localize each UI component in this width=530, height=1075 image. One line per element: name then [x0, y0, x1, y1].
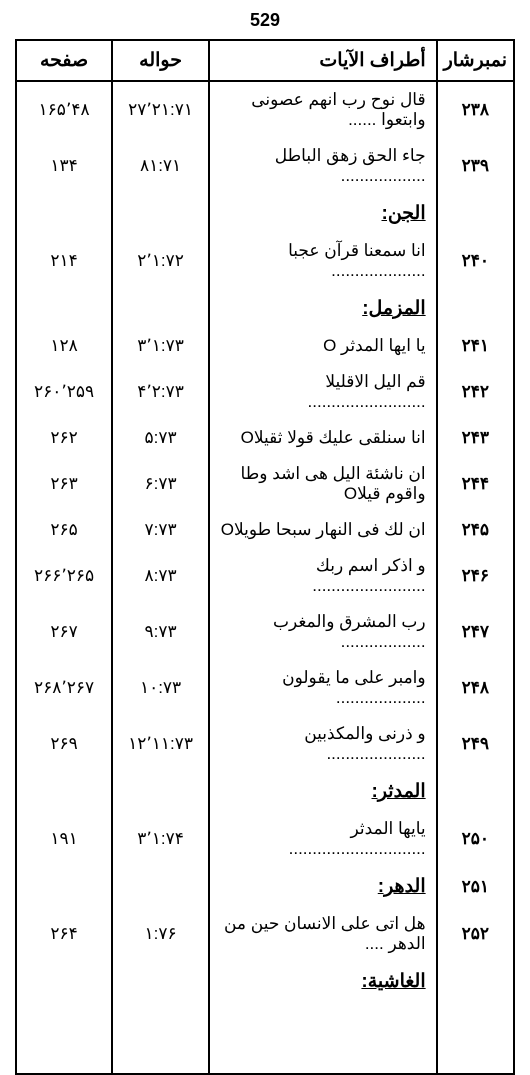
row-number: ۲۴۷ [437, 604, 514, 660]
row-number: ۲۴۰ [437, 233, 514, 289]
table-header-row: نمبرشار أطراف الآيات حواله صفحه [16, 40, 514, 81]
row-number: ۲۵۲ [437, 906, 514, 962]
verse-text: وامبر على ما يقولون ................... [209, 660, 437, 716]
page-number: 529 [15, 10, 515, 31]
table-row: ۲۴۰انا سمعنا قرآن عجبا .................… [16, 233, 514, 289]
verse-text: يايها المدثر ...........................… [209, 811, 437, 867]
page-ref: ۲۶۸٬۲۶۷ [16, 660, 112, 716]
row-number: ۲۴۵ [437, 512, 514, 548]
table-row: ۲۳۹جاء الحق زهق الباطل .................… [16, 138, 514, 194]
verse-text: و ذرنى والمكذبين ..................... [209, 716, 437, 772]
verse-text: قم اليل الاقليلا .......................… [209, 364, 437, 420]
section-heading: الدهر: [209, 867, 437, 906]
reference: ۲۷٬۲۱:۷۱ [112, 81, 209, 138]
reference: ۷:۷۳ [112, 512, 209, 548]
table-row: ۲۴۲قم اليل الاقليلا ....................… [16, 364, 514, 420]
section-heading: المدثر: [209, 772, 437, 811]
page-ref: ۱۳۴ [16, 138, 112, 194]
reference: ۳٬۱:۷۳ [112, 328, 209, 364]
table-row: ۲۴۵ان لك فى النهار سبحا طويلاO۷:۷۳۲۶۵ [16, 512, 514, 548]
row-number: ۲۴۴ [437, 456, 514, 512]
page-ref: ۲۶۴ [16, 906, 112, 962]
header-page: صفحه [16, 40, 112, 81]
verse-text: ان ناشئة اليل هى اشد وطا واقوم قيلاO [209, 456, 437, 512]
table-row: ۲۴۳انا سنلقى عليك قولا ثقيلاO۵:۷۳۲۶۲ [16, 420, 514, 456]
table-row: ۲۴۶و اذكر اسم ربك ......................… [16, 548, 514, 604]
verse-text: ان لك فى النهار سبحا طويلاO [209, 512, 437, 548]
page-ref: ۲۶۵ [16, 512, 112, 548]
reference: ۱:۷۶ [112, 906, 209, 962]
reference: ۸۱:۷۱ [112, 138, 209, 194]
verse-text: يا ايها المدثر O [209, 328, 437, 364]
table-row: ۲۵۲هل اتى على الانسان حين من الدهر ....۱… [16, 906, 514, 962]
row-number: ۲۴۸ [437, 660, 514, 716]
page-ref: ۱۲۸ [16, 328, 112, 364]
verse-text: و اذكر اسم ربك ........................ [209, 548, 437, 604]
row-number: ۲۴۶ [437, 548, 514, 604]
row-number: ۲۳۸ [437, 81, 514, 138]
header-ref: حواله [112, 40, 209, 81]
verse-text: انا سمعنا قرآن عجبا .................... [209, 233, 437, 289]
reference: ۴٬۲:۷۳ [112, 364, 209, 420]
row-number: ۲۵۱ [437, 867, 514, 906]
table-row: ۲۴۸وامبر على ما يقولون .................… [16, 660, 514, 716]
page-ref: ۲۱۴ [16, 233, 112, 289]
table-row: المدثر: [16, 772, 514, 811]
page-ref: ۲۶۳ [16, 456, 112, 512]
header-verse: أطراف الآيات [209, 40, 437, 81]
page-ref: ۲۶۰٬۲۵۹ [16, 364, 112, 420]
reference: ۱۰:۷۳ [112, 660, 209, 716]
section-heading: الغاشية: [209, 962, 437, 1001]
page-ref: ۱۶۵٬۴۸ [16, 81, 112, 138]
reference: ۱۲٬۱۱:۷۳ [112, 716, 209, 772]
table-row: ۲۵۰يايها المدثر ........................… [16, 811, 514, 867]
page-ref: ۲۶۹ [16, 716, 112, 772]
row-number: ۲۵۰ [437, 811, 514, 867]
row-number: ۲۴۱ [437, 328, 514, 364]
header-num: نمبرشار [437, 40, 514, 81]
table-row: ۲۴۱يا ايها المدثر O۳٬۱:۷۳۱۲۸ [16, 328, 514, 364]
table-row: ۲۴۴ان ناشئة اليل هى اشد وطا واقوم قيلاO۶… [16, 456, 514, 512]
row-number: ۲۴۲ [437, 364, 514, 420]
table-row: المزمل: [16, 289, 514, 328]
reference: ۵:۷۳ [112, 420, 209, 456]
table-row: ۲۳۸قال نوح رب انهم عصونى وابتعوا ......۲… [16, 81, 514, 138]
row-number: ۲۳۹ [437, 138, 514, 194]
row-number: ۲۴۳ [437, 420, 514, 456]
reference: ۹:۷۳ [112, 604, 209, 660]
table-row: الغاشية: [16, 962, 514, 1001]
reference: ۸:۷۳ [112, 548, 209, 604]
verse-text: جاء الحق زهق الباطل .................. [209, 138, 437, 194]
page-ref: ۲۶۶٬۲۶۵ [16, 548, 112, 604]
verse-text: انا سنلقى عليك قولا ثقيلاO [209, 420, 437, 456]
row-number: ۲۴۹ [437, 716, 514, 772]
verse-index-table: نمبرشار أطراف الآيات حواله صفحه ۲۳۸قال ن… [15, 39, 515, 1075]
page-ref: ۲۶۷ [16, 604, 112, 660]
table-row [16, 1037, 514, 1074]
reference: ۶:۷۳ [112, 456, 209, 512]
section-heading: الجن: [209, 194, 437, 233]
table-row [16, 1001, 514, 1037]
verse-text: قال نوح رب انهم عصونى وابتعوا ...... [209, 81, 437, 138]
verse-text: رب المشرق والمغرب .................. [209, 604, 437, 660]
reference: ۳٬۱:۷۴ [112, 811, 209, 867]
table-row: ۲۴۷رب المشرق والمغرب ..................۹… [16, 604, 514, 660]
reference: ۲٬۱:۷۲ [112, 233, 209, 289]
page-ref: ۲۶۲ [16, 420, 112, 456]
table-row: الجن: [16, 194, 514, 233]
table-row: ۲۴۹و ذرنى والمكذبين ....................… [16, 716, 514, 772]
table-row: ۲۵۱الدهر: [16, 867, 514, 906]
page-ref: ۱۹۱ [16, 811, 112, 867]
section-heading: المزمل: [209, 289, 437, 328]
verse-text: هل اتى على الانسان حين من الدهر .... [209, 906, 437, 962]
